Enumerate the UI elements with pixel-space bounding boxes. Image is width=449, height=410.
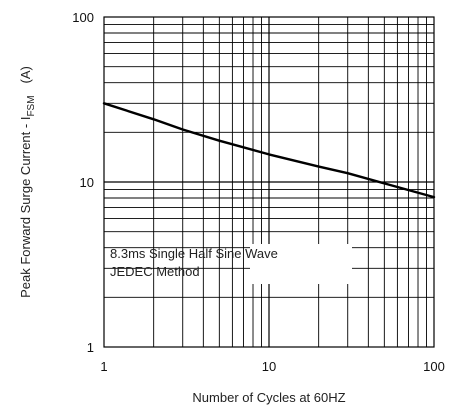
- tick-layer: 1 10 100 1 10 100: [72, 10, 445, 374]
- x-tick-label: 100: [423, 359, 445, 374]
- y-axis-label-main: Peak Forward Surge Current - I: [18, 117, 33, 298]
- series-layer: [102, 102, 436, 199]
- annotation-line-1: 8.3ms Single Half Sine Wave: [110, 246, 278, 261]
- y-axis-label: Peak Forward Surge Current - IFSM (A): [18, 66, 37, 298]
- annotation-box: [250, 244, 352, 284]
- plot-frame: [103, 16, 435, 348]
- y-axis-label-subscript: FSM: [26, 95, 37, 116]
- y-tick-label: 10: [80, 175, 94, 190]
- surge-current-curve: [102, 102, 436, 199]
- y-axis-label-unit: (A): [18, 66, 33, 83]
- y-tick-label: 1: [87, 340, 94, 355]
- grid-lines: [104, 17, 434, 347]
- x-tick-label: 10: [262, 359, 276, 374]
- x-axis-label: Number of Cycles at 60HZ: [192, 390, 345, 405]
- x-tick-label: 1: [100, 359, 107, 374]
- y-tick-label: 100: [72, 10, 94, 25]
- annotation-line-2: JEDEC Method: [110, 264, 200, 279]
